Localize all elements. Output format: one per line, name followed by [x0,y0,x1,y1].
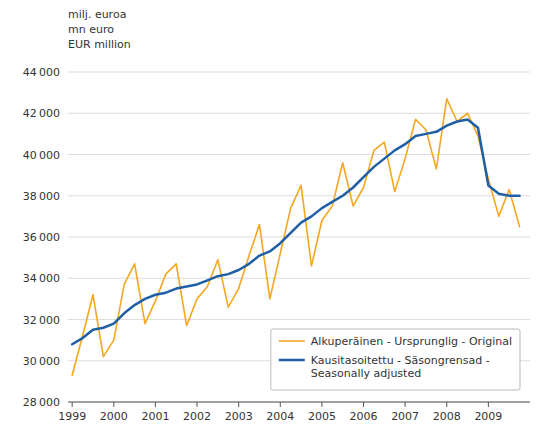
grid-line [68,113,530,114]
grid-line [68,195,530,196]
x-tick [238,402,239,407]
unit-label: mn euro [68,23,114,36]
legend-swatch [279,359,305,362]
unit-label: EUR million [68,38,131,51]
chart: milj. euroa mn euro EUR million 28 000 30 00… [0,0,547,442]
legend-swatch [279,340,305,342]
grid [68,72,530,402]
grid-line [68,402,530,403]
x-axis-line [68,402,530,403]
grid-line [68,72,530,73]
x-tick [280,402,281,407]
x-tick-label: 2007 [391,410,419,423]
y-tick-label: 34 000 [23,272,60,285]
x-tick-label: 2002 [183,410,211,423]
legend: Alkuperäinen - Ursprunglig - Original Kau… [271,329,520,390]
x-tick [113,402,114,407]
x-tick-label: 1999 [58,410,86,423]
y-tick-label: 32 000 [23,314,60,327]
x-tick [197,402,198,407]
x-tick-label: 2004 [266,410,294,423]
x-tick [321,402,322,407]
grid-line [68,154,530,155]
y-tick-label: 36 000 [23,231,60,244]
series-line [72,119,519,344]
legend-label: Kausitasoitettu - Säsongrensad -Seasonal… [311,354,490,380]
x-tick-label: 2009 [474,410,502,423]
x-tick [405,402,406,407]
x-tick [446,402,447,407]
grid-line [68,319,530,320]
y-tick-label: 44 000 [23,66,60,79]
y-tick-label: 30 000 [23,355,60,368]
x-tick-label: 2005 [308,410,336,423]
legend-label: Alkuperäinen - Ursprunglig - Original [311,335,512,348]
x-tick-label: 2003 [225,410,253,423]
x-tick [155,402,156,407]
x-tick-label: 2001 [141,410,169,423]
x-tick [363,402,364,407]
y-tick-label: 40 000 [23,149,60,162]
x-tick-label: 2006 [350,410,378,423]
y-tick-label: 42 000 [23,107,60,120]
grid-line [68,237,530,238]
y-tick-label: 38 000 [23,190,60,203]
x-tick-label: 2008 [433,410,461,423]
unit-label: milj. euroa [68,8,126,21]
y-tick-label: 28 000 [23,396,60,409]
legend-box [271,329,520,390]
x-tick-label: 2000 [100,410,128,423]
x-tick [72,402,73,407]
x-tick [488,402,489,407]
